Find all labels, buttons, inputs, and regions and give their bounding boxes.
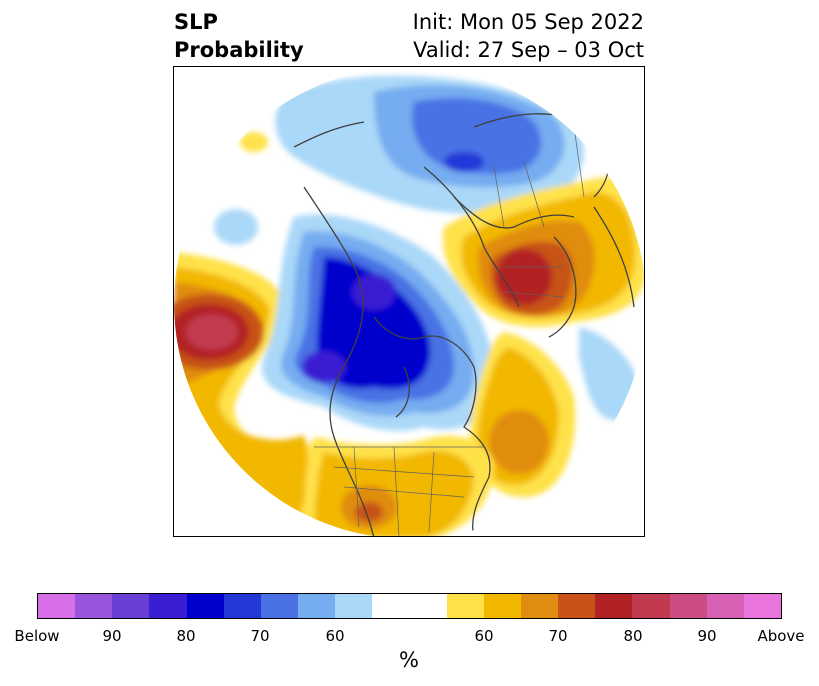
colorbar-tick-above-90: 90: [697, 627, 717, 645]
below-core-alaska-2: [302, 351, 346, 383]
probability-map: [174, 67, 644, 536]
colorbar-segment: [298, 594, 336, 618]
below-contour-alaska-80: [316, 257, 431, 389]
below-patch-pacific: [214, 209, 258, 245]
colorbar-segment: [743, 594, 782, 618]
colorbar-segment: [595, 594, 633, 618]
title-valid-range: Valid: 27 Sep – 03 Oct: [413, 38, 644, 62]
colorbar-segment: [632, 594, 670, 618]
colorbar-tick-above-80: 80: [623, 627, 643, 645]
colorbar-segment: [260, 594, 299, 618]
colorbar-tick-below-60: 60: [325, 627, 345, 645]
colorbar-segment: [483, 594, 522, 618]
title-right: Init: Mon 05 Sep 2022 Valid: 27 Sep – 03…: [413, 8, 644, 64]
colorbar-tick-below-70: 70: [250, 627, 270, 645]
colorbar-segment: [669, 594, 707, 618]
above-core-atlantic: [489, 410, 549, 474]
colorbar-tick-below-80: 80: [176, 627, 196, 645]
colorbar-segment: [558, 594, 596, 618]
colorbar-segment: [223, 594, 261, 618]
colorbar-segment: [446, 594, 484, 618]
colorbar-tick-above-70: 70: [548, 627, 568, 645]
below-contour-east-atlantic: [579, 327, 639, 421]
title-init-date: Init: Mon 05 Sep 2022: [412, 10, 644, 34]
colorbar-tick-above: Above: [757, 627, 805, 645]
colorbar-segment: [186, 594, 224, 618]
colorbar-segment: [112, 594, 150, 618]
colorbar-segment: [706, 594, 744, 618]
above-core-usa-2: [355, 502, 383, 522]
colorbar-unit-label: %: [399, 648, 419, 672]
title-left: SLP Probability: [174, 8, 304, 64]
above-core-europe: [496, 249, 552, 305]
above-core-pacific-3: [186, 314, 238, 350]
colorbar-segment: [38, 594, 76, 618]
colorbar-segment: [149, 594, 187, 618]
map-panel: [173, 66, 645, 537]
colorbar-segment-neutral: [372, 594, 447, 618]
above-contour-usa-60: [314, 450, 474, 536]
colorbar-tick-below: Below: [14, 627, 60, 645]
title-variable: SLP: [174, 10, 218, 34]
title-product: Probability: [174, 38, 304, 62]
colorbar-segment: [521, 594, 559, 618]
coastlines: [293, 113, 635, 536]
colorbar: [37, 593, 782, 619]
political-borders: [314, 126, 585, 536]
above-patch-bering: [240, 132, 268, 152]
colorbar-tick-below-90: 90: [102, 627, 122, 645]
colorbar-tick-above-60: 60: [474, 627, 494, 645]
colorbar-segment: [335, 594, 373, 618]
colorbar-segment: [75, 594, 113, 618]
below-core-arctic: [444, 152, 484, 172]
